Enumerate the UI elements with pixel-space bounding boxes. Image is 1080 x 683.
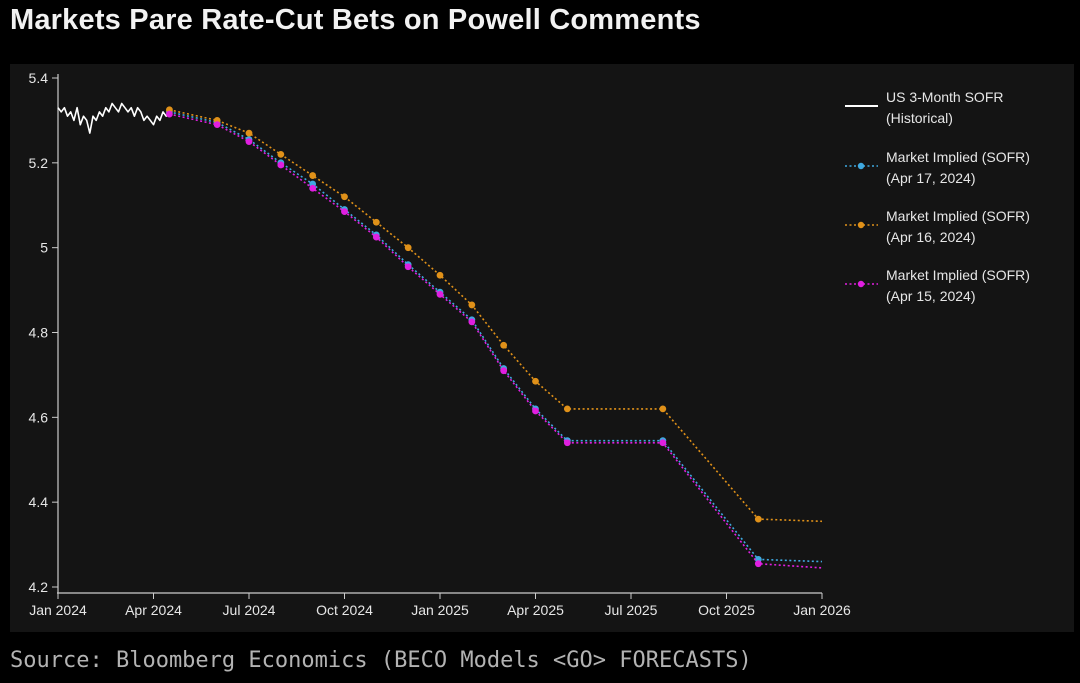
data-point-apr16 bbox=[563, 405, 571, 413]
chart-title: Markets Pare Rate-Cut Bets on Powell Com… bbox=[10, 4, 701, 36]
data-point-apr16 bbox=[245, 129, 253, 137]
series-line-apr17 bbox=[169, 111, 823, 563]
data-point-apr15 bbox=[659, 439, 667, 447]
data-point-apr16 bbox=[372, 218, 380, 226]
x-tick-label: Apr 2024 bbox=[125, 602, 182, 618]
x-tick-label: Jan 2026 bbox=[793, 602, 851, 618]
x-tick-label: Apr 2025 bbox=[507, 602, 564, 618]
source-note: Source: Bloomberg Economics (BECO Models… bbox=[10, 648, 752, 673]
data-point-apr16 bbox=[532, 377, 539, 385]
legend-item-historical: US 3-Month SOFR (Historical) bbox=[845, 89, 1003, 126]
x-tick-label: Jan 2025 bbox=[411, 602, 469, 618]
data-point-apr16 bbox=[436, 271, 444, 279]
legend-sublabel: (Apr 17, 2024) bbox=[886, 170, 976, 186]
data-point-apr16 bbox=[468, 301, 476, 309]
data-point-apr15 bbox=[309, 184, 317, 192]
legend-label: US 3-Month SOFR bbox=[886, 89, 1003, 105]
data-point-apr15 bbox=[500, 367, 508, 375]
data-point-apr16 bbox=[341, 193, 348, 201]
legend-item-apr17: Market Implied (SOFR) (Apr 17, 2024) bbox=[845, 149, 1030, 186]
legend-swatch-marker bbox=[857, 221, 865, 229]
axes: 4.2 4.4 4.6 4.8 5 5.2 5.4 Jan 2024 Apr 2024 Jul 2… bbox=[29, 70, 851, 618]
chart-panel: 4.2 4.4 4.6 4.8 5 5.2 5.4 Jan 2024 Apr 2024 Jul 2… bbox=[10, 64, 1074, 632]
series-line-apr15 bbox=[169, 113, 823, 569]
y-tick-label: 4.4 bbox=[29, 494, 49, 510]
data-point-apr15 bbox=[372, 233, 380, 241]
data-point-apr15 bbox=[563, 439, 571, 447]
series-line-historical bbox=[57, 102, 171, 134]
data-point-apr15 bbox=[436, 290, 444, 298]
legend-sublabel: (Apr 15, 2024) bbox=[886, 288, 976, 304]
y-tick-label: 4.8 bbox=[29, 325, 49, 341]
data-point-apr16 bbox=[659, 405, 667, 413]
x-tick-label: Jan 2024 bbox=[29, 602, 87, 618]
y-tick-label: 5.4 bbox=[29, 70, 49, 86]
legend-sublabel: (Historical) bbox=[886, 110, 953, 126]
data-point-apr16 bbox=[404, 244, 412, 252]
data-point-apr15 bbox=[277, 161, 285, 169]
data-point-apr16 bbox=[754, 515, 762, 523]
data-point-apr16 bbox=[500, 341, 508, 349]
legend-swatch-marker bbox=[857, 280, 865, 288]
plot-area bbox=[57, 102, 823, 569]
legend-swatch-marker bbox=[857, 162, 865, 170]
x-tick-label: Oct 2025 bbox=[698, 602, 755, 618]
legend: US 3-Month SOFR (Historical) Market Implie… bbox=[845, 89, 1030, 304]
data-point-apr15 bbox=[166, 110, 173, 118]
data-point-apr16 bbox=[309, 172, 317, 179]
x-tick-label: Oct 2024 bbox=[316, 602, 373, 618]
data-point-apr15 bbox=[213, 121, 221, 129]
data-point-apr15 bbox=[532, 407, 539, 415]
legend-label: Market Implied (SOFR) bbox=[886, 267, 1030, 283]
series-apr17 bbox=[166, 108, 823, 563]
y-tick-label: 5 bbox=[40, 240, 48, 256]
series-historical bbox=[57, 102, 171, 134]
series-apr16 bbox=[166, 106, 823, 523]
y-tick-label: 4.2 bbox=[29, 579, 49, 595]
x-tick-label: Jul 2025 bbox=[605, 602, 658, 618]
legend-item-apr16: Market Implied (SOFR) (Apr 16, 2024) bbox=[845, 208, 1030, 245]
legend-sublabel: (Apr 16, 2024) bbox=[886, 229, 976, 245]
legend-label: Market Implied (SOFR) bbox=[886, 208, 1030, 224]
chart-svg: 4.2 4.4 4.6 4.8 5 5.2 5.4 Jan 2024 Apr 2024 Jul 2… bbox=[29, 70, 1030, 618]
data-point-apr15 bbox=[245, 138, 253, 146]
series-line-apr16 bbox=[169, 109, 823, 523]
legend-label: Market Implied (SOFR) bbox=[886, 149, 1030, 165]
data-point-apr16 bbox=[277, 150, 285, 158]
legend-item-apr15: Market Implied (SOFR) (Apr 15, 2024) bbox=[845, 267, 1030, 304]
data-point-apr15 bbox=[754, 560, 762, 568]
data-point-apr15 bbox=[404, 263, 412, 271]
y-tick-label: 4.6 bbox=[29, 409, 49, 425]
data-point-apr15 bbox=[468, 318, 476, 326]
y-tick-label: 5.2 bbox=[29, 155, 49, 171]
series-apr15 bbox=[166, 110, 823, 569]
data-point-apr15 bbox=[341, 208, 348, 216]
x-tick-label: Jul 2024 bbox=[223, 602, 276, 618]
